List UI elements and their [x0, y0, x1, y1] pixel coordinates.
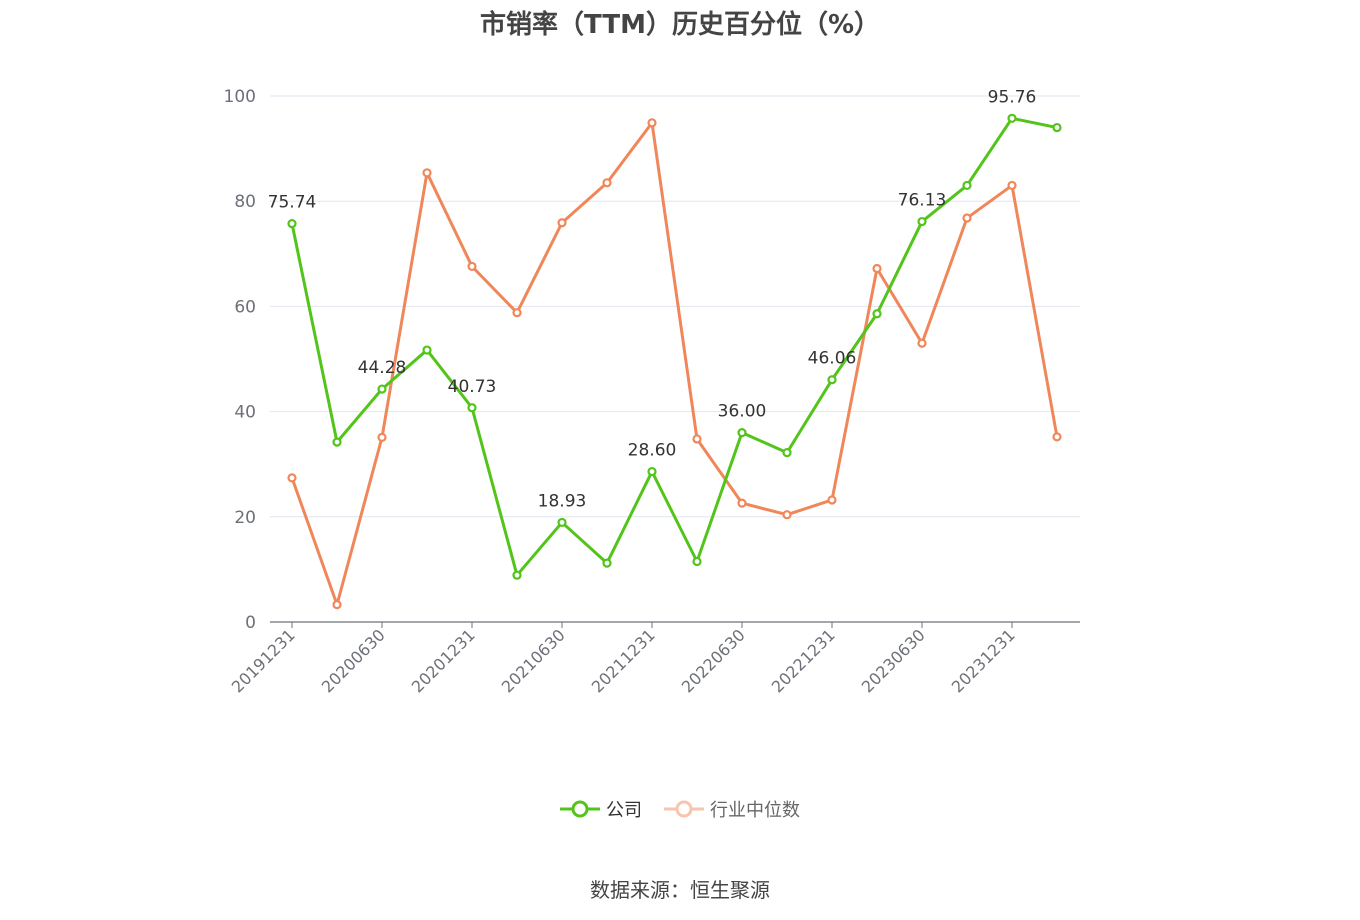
legend-item-industry[interactable]: 行业中位数 [664, 796, 800, 822]
industry-point [737, 498, 747, 508]
industry-point [647, 118, 657, 128]
axes: 0 20 40 60 80 100 20191231 20200630 20201231 2021… [224, 87, 1080, 696]
industry-point [1007, 180, 1017, 191]
x-tick-label: 20200630 [318, 625, 389, 696]
data-label: 75.74 [268, 193, 317, 213]
data-label: 44.28 [358, 358, 407, 378]
company-point [1052, 122, 1062, 133]
industry-point [602, 178, 612, 188]
industry-point [467, 261, 477, 272]
company-point [377, 384, 387, 394]
legend-label-company: 公司 [606, 800, 642, 821]
legend-industry-icon [664, 800, 704, 818]
data-label: 36.00 [718, 402, 767, 422]
company-point [647, 466, 657, 477]
company-point [737, 428, 747, 438]
data-label: 76.13 [898, 191, 947, 211]
industry-point [422, 168, 432, 178]
legend-company-icon [560, 800, 600, 818]
chart-title: 市销率（TTM）历史百分位（%） [480, 10, 880, 40]
data-label: 28.60 [628, 441, 677, 461]
y-tick-label: 0 [245, 613, 256, 633]
y-tick-label: 100 [224, 87, 256, 107]
company-point [782, 448, 792, 458]
industry-point [332, 600, 342, 610]
x-tick-label: 20221231 [768, 625, 839, 696]
industry-point [827, 495, 837, 505]
data-label: 40.73 [448, 377, 497, 397]
y-tick-label: 40 [234, 403, 256, 423]
series [287, 113, 1062, 610]
y-tick-label: 20 [234, 508, 256, 528]
industry-point [692, 434, 702, 444]
company-line [290, 116, 1058, 577]
legend-item-company[interactable]: 公司 [560, 796, 642, 822]
industry-point [287, 473, 297, 483]
x-tick-label: 20220630 [678, 625, 749, 696]
company-point [872, 309, 882, 319]
company-point [422, 345, 432, 355]
legend-label-industry: 行业中位数 [710, 800, 800, 821]
industry-point [917, 338, 927, 348]
data-source: 数据来源：恒生聚源 [590, 878, 770, 902]
industry-point [782, 510, 792, 520]
y-tick-label: 80 [234, 192, 256, 212]
company-point [512, 570, 522, 580]
data-label: 18.93 [538, 491, 587, 511]
legend: 公司 行业中位数 [0, 796, 1360, 822]
x-tick-label: 20191231 [228, 625, 299, 696]
industry-point [962, 213, 972, 223]
industry-point [377, 432, 387, 442]
industry-point [872, 263, 882, 274]
x-tick-label: 20201231 [408, 625, 479, 696]
y-tick-label: 60 [234, 297, 256, 317]
company-point [287, 219, 297, 229]
company-point [1007, 113, 1017, 123]
company-point [917, 216, 927, 227]
industry-point [557, 218, 567, 228]
data-labels: 75.74 44.28 40.73 18.93 28.60 36.00 46.06 76.13… [268, 87, 1037, 511]
company-point [602, 558, 612, 568]
x-tick-label: 20210630 [498, 625, 569, 696]
industry-line [290, 121, 1059, 607]
company-point [467, 403, 477, 413]
industry-point [1052, 432, 1062, 442]
company-point [692, 556, 702, 567]
data-label: 95.76 [988, 87, 1037, 107]
company-point [962, 180, 972, 191]
x-tick-label: 20211231 [588, 625, 659, 696]
data-label: 46.06 [808, 349, 857, 369]
x-tick-label: 20230630 [858, 625, 929, 696]
company-point [827, 375, 837, 385]
company-point [332, 437, 342, 447]
industry-point [512, 308, 522, 318]
company-point [557, 517, 567, 528]
x-tick-label: 20231231 [948, 625, 1019, 696]
